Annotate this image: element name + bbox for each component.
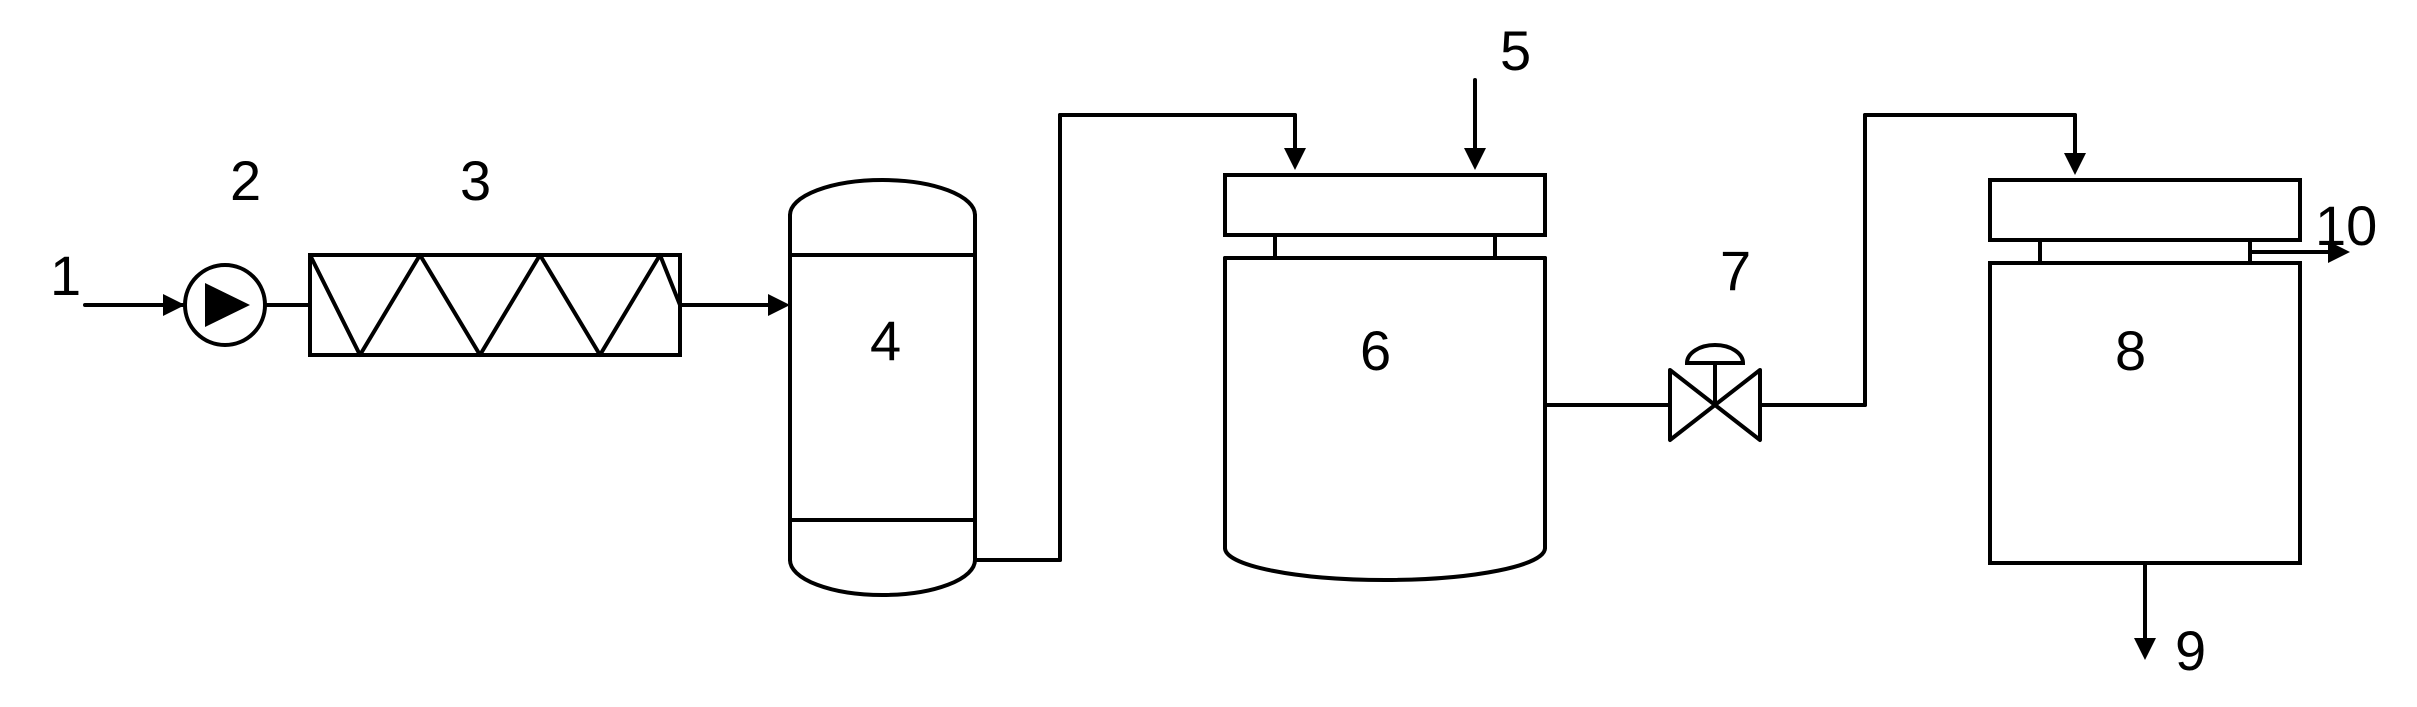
- label-l10: 10: [2315, 194, 2377, 257]
- label-l8: 8: [2115, 319, 2146, 382]
- pump-triangle-icon: [205, 283, 250, 327]
- heat-exchanger-coil-icon: [310, 255, 680, 355]
- heat-exchanger-box: [310, 255, 680, 355]
- arrowhead-icon: [2134, 638, 2156, 660]
- label-l4: 4: [870, 309, 901, 372]
- process-flow-diagram: 1 2 3 4 5 6 7 8 9 10: [0, 0, 2417, 707]
- label-l1: 1: [50, 244, 81, 307]
- label-l5: 5: [1500, 19, 1531, 82]
- tank4-top-dome: [790, 180, 975, 215]
- tank4-bottom-dome: [790, 560, 975, 595]
- vessel8-body: [1990, 263, 2300, 563]
- vessel6-bottom-dome: [1225, 548, 1545, 580]
- vessel6-header: [1225, 175, 1545, 235]
- label-l6: 6: [1360, 319, 1391, 382]
- label-l7: 7: [1720, 239, 1751, 302]
- vessel8-header: [1990, 180, 2300, 240]
- label-l2: 2: [230, 149, 261, 212]
- label-l9: 9: [2175, 619, 2206, 682]
- valve-actuator-icon: [1687, 345, 1743, 363]
- label-l3: 3: [460, 149, 491, 212]
- arrowhead-icon: [163, 294, 185, 316]
- arrowhead-icon: [1284, 148, 1306, 170]
- arrowhead-icon: [768, 294, 790, 316]
- arrowhead-icon: [2064, 153, 2086, 175]
- arrowhead-icon: [1464, 148, 1486, 170]
